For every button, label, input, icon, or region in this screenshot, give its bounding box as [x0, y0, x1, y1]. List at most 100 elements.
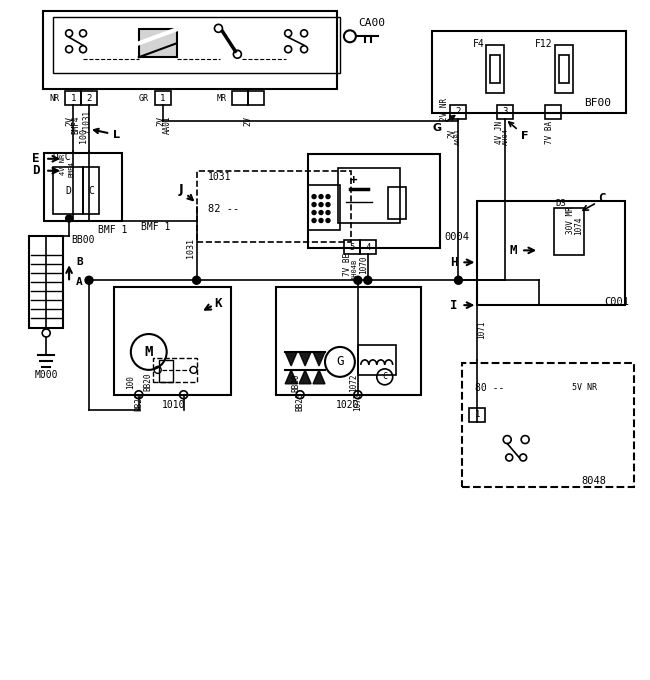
- Text: 5: 5: [349, 243, 354, 252]
- Text: C: C: [598, 192, 606, 205]
- Text: 1072: 1072: [350, 373, 358, 392]
- Circle shape: [326, 194, 330, 199]
- Text: B: B: [76, 257, 83, 267]
- Circle shape: [326, 203, 330, 207]
- Bar: [344, 241, 360, 254]
- Circle shape: [319, 203, 323, 207]
- Bar: [233, 91, 248, 105]
- Text: 2V: 2V: [156, 116, 165, 126]
- Text: 1010: 1010: [162, 400, 185, 410]
- Bar: [490, 55, 501, 83]
- Text: K: K: [214, 296, 222, 309]
- Text: BB20: BB20: [292, 373, 300, 392]
- Text: 1: 1: [160, 94, 165, 103]
- Polygon shape: [299, 370, 311, 384]
- Text: F12: F12: [534, 39, 552, 49]
- Bar: [44, 153, 122, 220]
- Bar: [545, 105, 561, 119]
- Bar: [139, 29, 177, 57]
- Text: H: H: [450, 256, 458, 269]
- Text: BMF 1: BMF 1: [98, 226, 127, 235]
- Text: AA01: AA01: [163, 116, 172, 134]
- Polygon shape: [285, 352, 297, 366]
- Text: BMF 1: BMF 1: [141, 222, 170, 233]
- Bar: [81, 91, 97, 105]
- Bar: [29, 237, 63, 328]
- Text: 7V BA: 7V BA: [545, 121, 554, 144]
- Text: 1: 1: [70, 94, 76, 103]
- Circle shape: [319, 211, 323, 214]
- Text: 2: 2: [86, 94, 92, 103]
- Text: E: E: [32, 152, 39, 165]
- Text: BF00: BF00: [584, 98, 611, 108]
- Text: 2: 2: [456, 107, 461, 116]
- Text: G: G: [336, 356, 344, 369]
- Text: 1031: 1031: [186, 239, 195, 258]
- Bar: [432, 31, 626, 113]
- Text: 1070: 1070: [359, 255, 369, 273]
- Bar: [53, 167, 83, 214]
- Circle shape: [319, 194, 323, 199]
- Text: 4V JN: 4V JN: [495, 121, 504, 144]
- Text: F: F: [509, 122, 528, 141]
- Bar: [450, 105, 467, 119]
- Circle shape: [312, 211, 316, 214]
- Text: F4: F4: [473, 39, 484, 49]
- Text: BMF4: BMF4: [68, 160, 74, 177]
- Text: AA01: AA01: [454, 129, 460, 146]
- Circle shape: [312, 218, 316, 222]
- Text: +: +: [349, 174, 357, 187]
- Circle shape: [192, 276, 201, 284]
- Text: M000: M000: [34, 370, 58, 380]
- Text: 2V: 2V: [244, 116, 253, 126]
- Text: 4V NR: 4V NR: [60, 154, 66, 175]
- Text: L: L: [94, 129, 120, 140]
- Bar: [65, 91, 81, 105]
- Circle shape: [454, 276, 462, 284]
- Text: G: G: [432, 116, 454, 133]
- Text: BB00: BB00: [71, 235, 95, 245]
- Circle shape: [319, 218, 323, 222]
- Circle shape: [326, 218, 330, 222]
- Text: 2V: 2V: [447, 129, 456, 137]
- Bar: [153, 358, 196, 382]
- Polygon shape: [299, 352, 311, 366]
- Polygon shape: [313, 352, 325, 366]
- Circle shape: [326, 211, 330, 214]
- Text: 3: 3: [502, 107, 508, 116]
- Bar: [497, 105, 514, 119]
- Text: 4: 4: [365, 243, 370, 252]
- Text: 80 --: 80 --: [475, 383, 505, 393]
- Text: I: I: [450, 299, 458, 311]
- Text: BB20: BB20: [296, 392, 305, 411]
- Bar: [155, 91, 171, 105]
- Bar: [462, 363, 634, 488]
- Text: 1020: 1020: [336, 400, 359, 410]
- Text: D3: D3: [555, 199, 566, 208]
- Bar: [43, 12, 337, 89]
- Text: 1074: 1074: [575, 216, 584, 235]
- Text: 1071: 1071: [477, 321, 486, 339]
- Bar: [276, 287, 421, 395]
- Text: 5V NR: 5V NR: [572, 384, 597, 392]
- Text: BB20: BB20: [143, 373, 152, 391]
- Bar: [159, 360, 173, 382]
- Bar: [559, 55, 569, 83]
- Bar: [248, 91, 265, 105]
- Text: C: C: [382, 373, 387, 381]
- Text: 7V BE: 7V BE: [343, 253, 352, 276]
- Bar: [486, 46, 504, 93]
- Bar: [555, 46, 573, 93]
- Text: M: M: [144, 345, 153, 359]
- Circle shape: [354, 276, 362, 284]
- Text: 82 --: 82 --: [207, 203, 239, 214]
- Text: MR: MR: [216, 94, 226, 103]
- Text: BMF4: BMF4: [72, 116, 81, 134]
- Text: D: D: [32, 165, 39, 177]
- Bar: [308, 154, 439, 248]
- Text: C001: C001: [604, 297, 629, 307]
- Text: C: C: [88, 186, 94, 196]
- Text: M: M: [510, 244, 517, 257]
- Bar: [360, 241, 376, 254]
- Text: BB20: BB20: [135, 392, 143, 411]
